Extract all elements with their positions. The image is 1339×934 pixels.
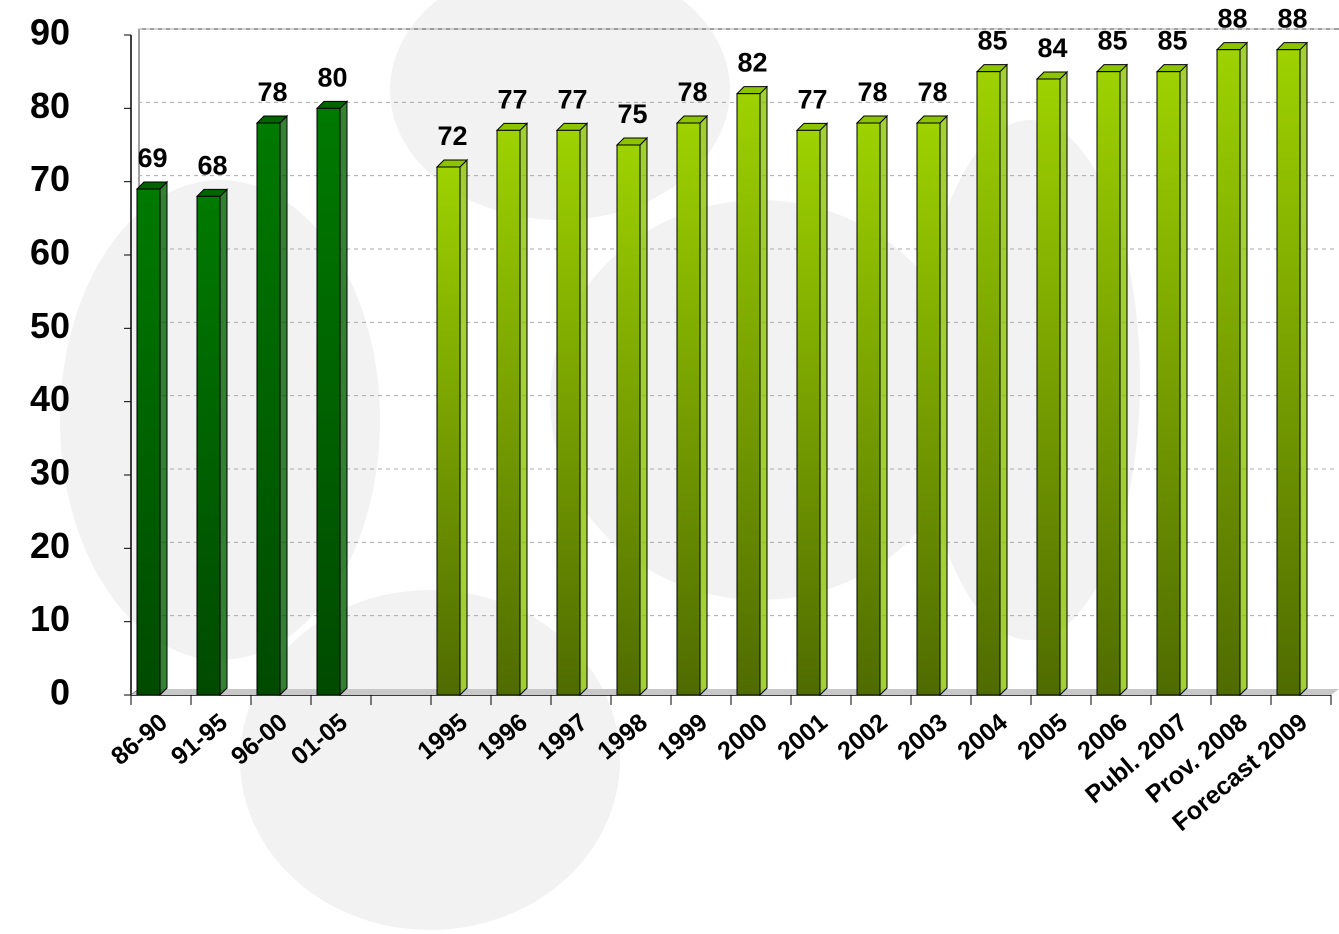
bar xyxy=(135,180,169,697)
bar-face xyxy=(676,122,701,696)
value-label: 88 xyxy=(1217,4,1247,34)
y-tick-label: 0 xyxy=(50,672,70,713)
bar-face xyxy=(759,85,768,697)
bar-face xyxy=(999,63,1008,697)
bar-face xyxy=(879,114,888,697)
value-label: 75 xyxy=(617,99,647,129)
bar-face xyxy=(196,195,221,696)
value-label: 88 xyxy=(1277,4,1307,34)
bar-face xyxy=(219,188,228,697)
bar-face xyxy=(916,122,941,696)
bar-face xyxy=(1179,63,1188,697)
bar-face xyxy=(856,122,881,696)
bar xyxy=(915,114,949,697)
bar-face xyxy=(939,114,948,697)
value-label: 84 xyxy=(1037,33,1067,63)
bar xyxy=(855,114,889,697)
y-tick-label: 50 xyxy=(30,305,70,346)
x-tick-label: 2003 xyxy=(892,708,953,765)
bar-face xyxy=(976,71,1001,696)
bar xyxy=(435,158,469,697)
bar-face xyxy=(496,129,521,696)
bar-face xyxy=(639,136,648,697)
bar-face xyxy=(579,122,588,697)
y-tick-label: 90 xyxy=(30,12,70,53)
bar-face xyxy=(736,93,761,696)
x-tick-label: 2002 xyxy=(832,708,893,765)
x-tick-label: 86-90 xyxy=(106,708,173,771)
bar xyxy=(675,114,709,697)
value-label: 77 xyxy=(557,84,587,114)
bar-face xyxy=(519,122,528,697)
bar-face xyxy=(256,122,281,696)
bar-face xyxy=(436,166,461,696)
bar-face xyxy=(279,114,288,697)
bar-face xyxy=(1059,70,1068,697)
bar xyxy=(975,63,1009,697)
value-label: 82 xyxy=(737,48,767,78)
bar-face xyxy=(1156,71,1181,696)
bar xyxy=(615,136,649,697)
x-tick-label: 91-95 xyxy=(166,708,233,771)
y-tick-label: 80 xyxy=(30,85,70,126)
bar xyxy=(255,114,289,697)
value-label: 80 xyxy=(317,62,347,92)
bar xyxy=(1035,70,1069,697)
value-label: 85 xyxy=(1157,26,1187,56)
bar-face xyxy=(616,144,641,696)
y-tick-label: 60 xyxy=(30,232,70,273)
bar-face xyxy=(1216,49,1241,696)
bar xyxy=(495,122,529,697)
value-label: 85 xyxy=(1097,26,1127,56)
y-tick-label: 30 xyxy=(30,452,70,493)
bar-face xyxy=(316,107,341,696)
y-tick-label: 10 xyxy=(30,598,70,639)
y-tick-label: 40 xyxy=(30,378,70,419)
value-label: 77 xyxy=(797,84,827,114)
value-label: 72 xyxy=(437,121,467,151)
bar-face xyxy=(1036,78,1061,696)
bar-face xyxy=(1239,41,1248,697)
value-label: 78 xyxy=(917,77,947,107)
bar-face xyxy=(556,129,581,696)
value-label: 77 xyxy=(497,84,527,114)
bar-face xyxy=(339,100,348,697)
bar xyxy=(1155,63,1189,697)
bar xyxy=(1275,41,1309,697)
bar-face xyxy=(459,158,468,697)
bar-face xyxy=(1299,41,1308,697)
bar xyxy=(795,122,829,697)
value-label: 78 xyxy=(857,77,887,107)
bar xyxy=(315,100,349,697)
value-label: 78 xyxy=(677,77,707,107)
bar xyxy=(735,85,769,697)
bar-face xyxy=(1276,49,1301,696)
bar-face xyxy=(1096,71,1121,696)
x-tick-label: 2004 xyxy=(952,708,1013,765)
bar-face xyxy=(1119,63,1128,697)
x-tick-label: 1999 xyxy=(652,708,713,765)
x-tick-label: 2005 xyxy=(1012,708,1073,765)
value-label: 78 xyxy=(257,77,287,107)
value-label: 69 xyxy=(137,143,167,173)
y-tick-label: 20 xyxy=(30,525,70,566)
bar xyxy=(1215,41,1249,697)
value-label: 68 xyxy=(197,150,227,180)
x-tick-label: 2000 xyxy=(712,708,773,765)
bar xyxy=(1095,63,1129,697)
bar-face xyxy=(699,114,708,697)
bar xyxy=(195,188,229,697)
bar-face xyxy=(796,129,821,696)
bar-face xyxy=(819,122,828,697)
value-label: 85 xyxy=(977,26,1007,56)
bar-face xyxy=(159,180,168,697)
x-tick-label: 2001 xyxy=(772,708,833,765)
bar-face xyxy=(136,188,161,696)
bar xyxy=(555,122,589,697)
y-tick-label: 70 xyxy=(30,158,70,199)
